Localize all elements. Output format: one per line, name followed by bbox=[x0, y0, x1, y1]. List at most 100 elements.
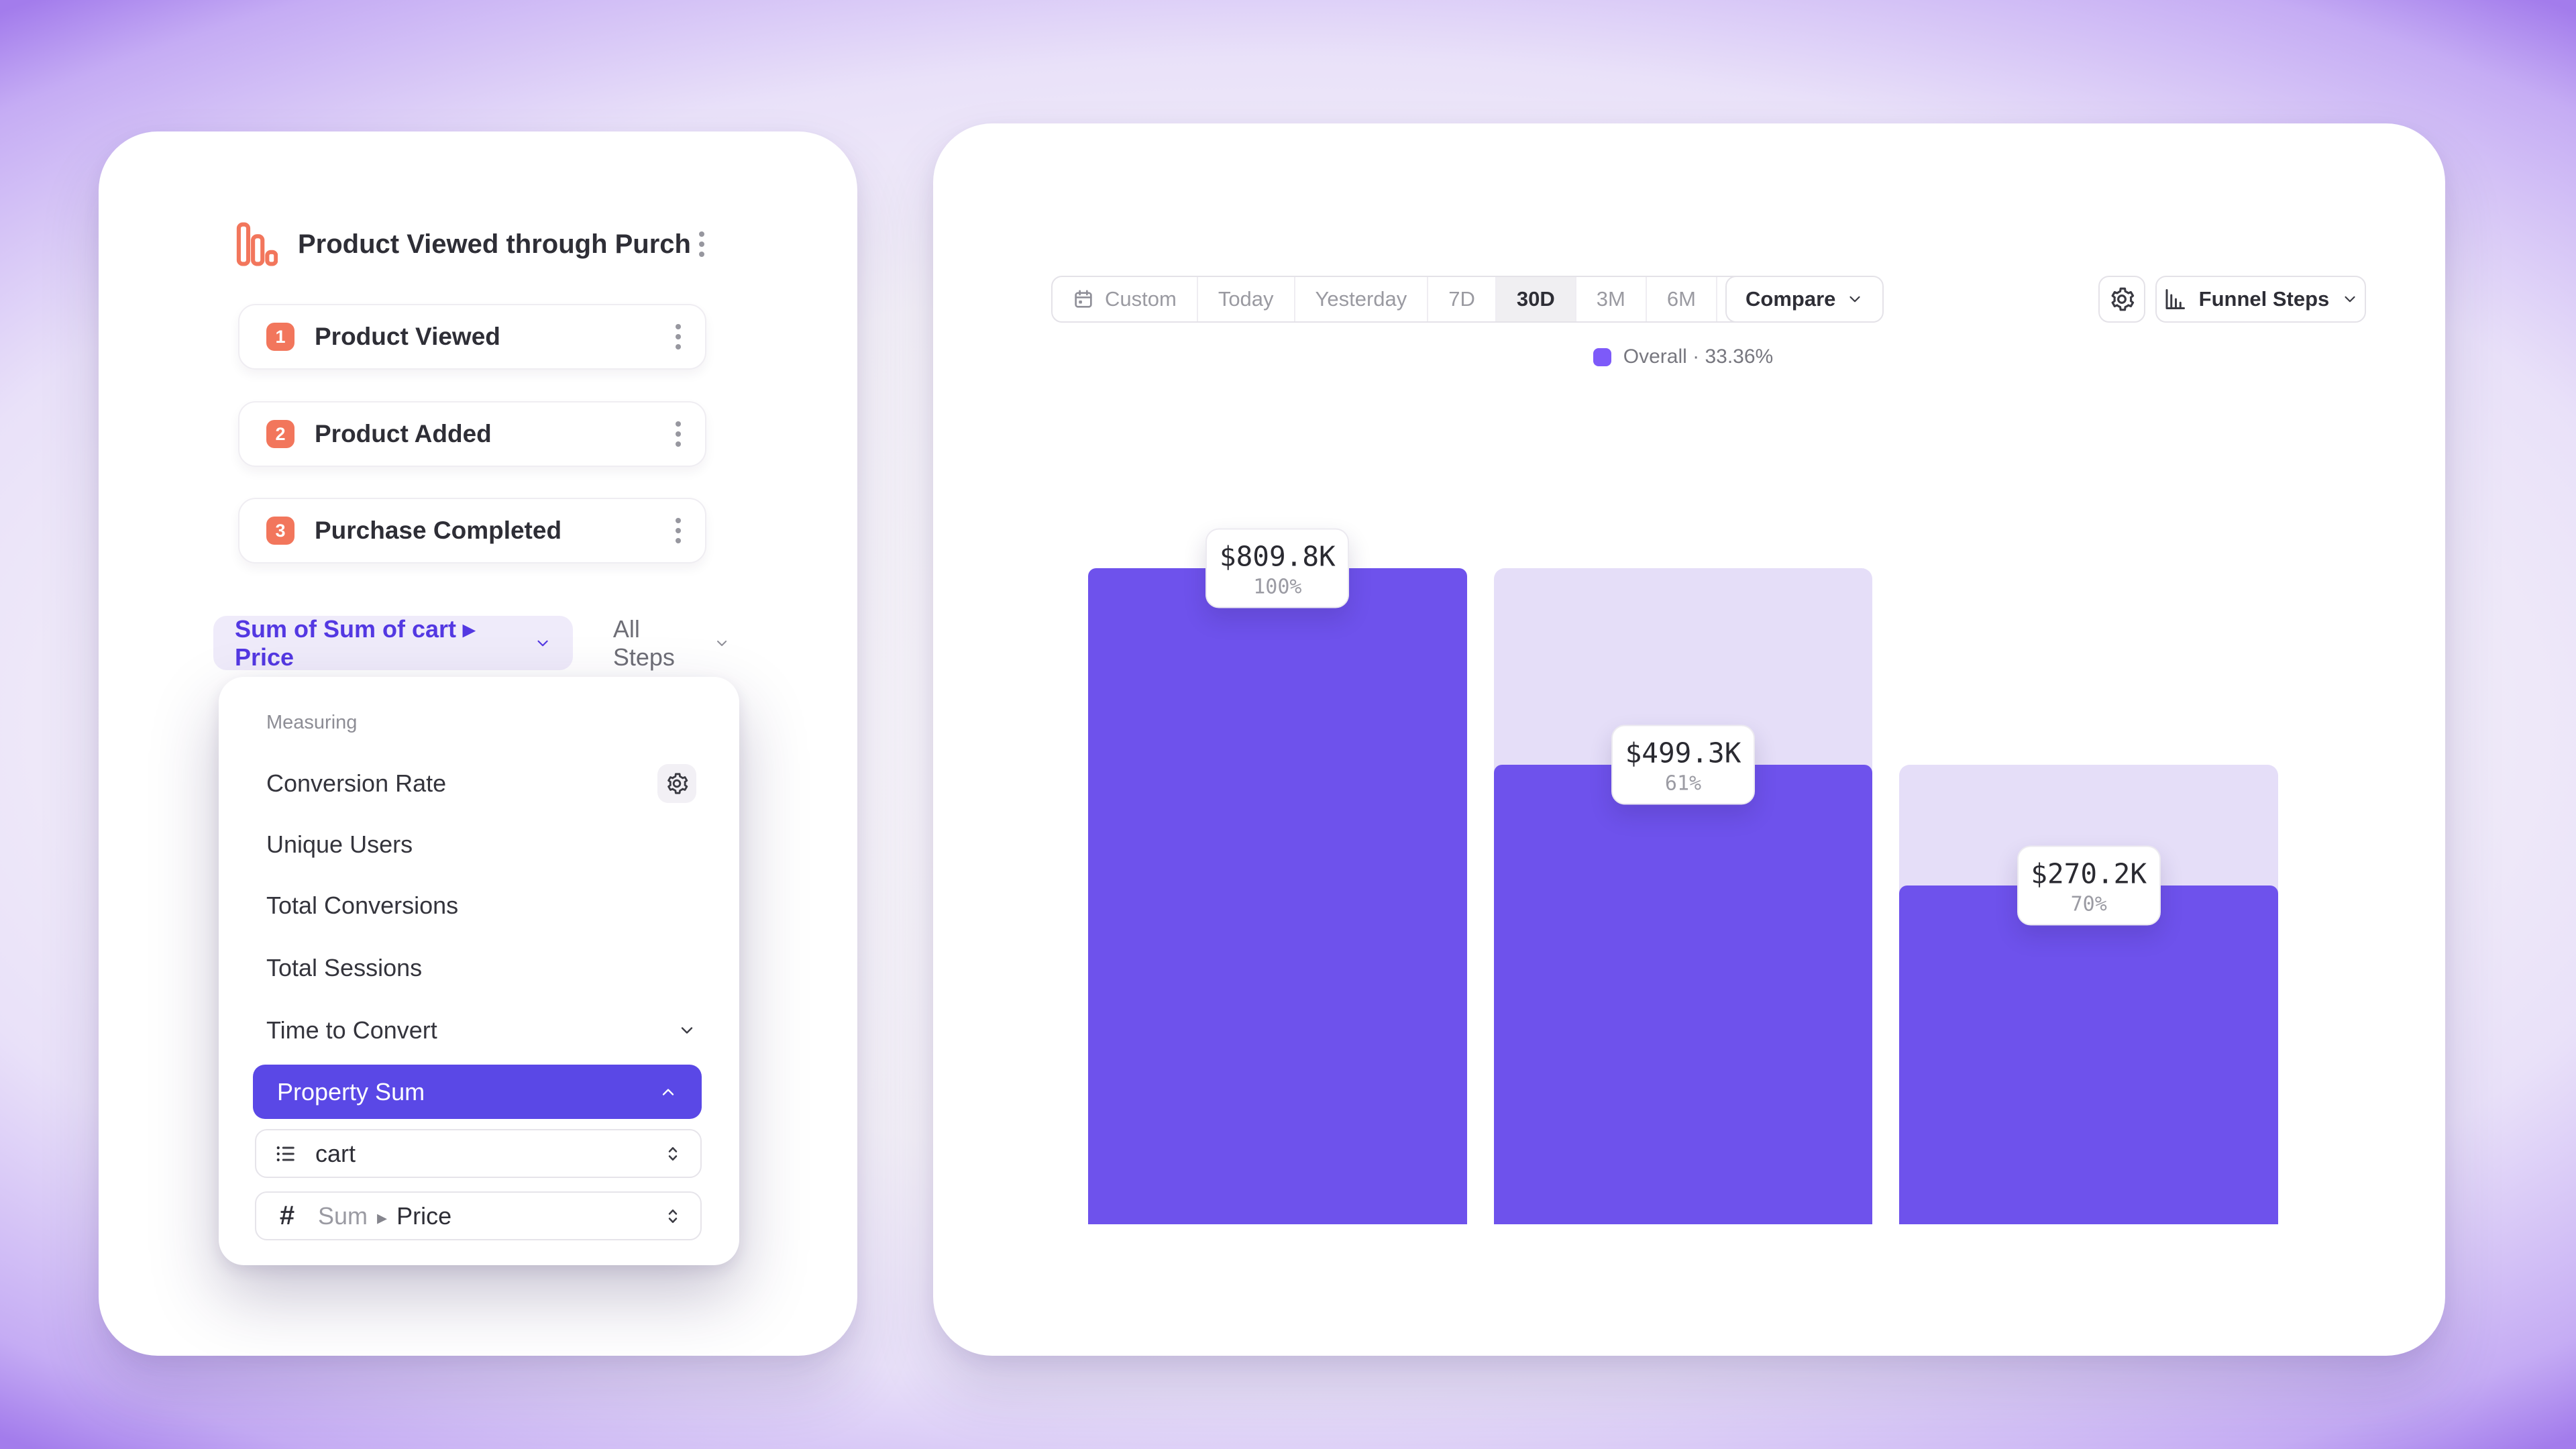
aggregation-separator-icon: ▸ bbox=[377, 1206, 388, 1229]
step-menu-button[interactable] bbox=[669, 317, 688, 356]
funnel-title-row: Product Viewed through Purch... bbox=[236, 215, 711, 274]
aggregation-select-value: Sum ▸ Price bbox=[318, 1202, 451, 1230]
chevron-up-icon bbox=[662, 1088, 674, 1095]
range-label: 3M bbox=[1596, 287, 1625, 311]
conversion-rate-settings-button[interactable] bbox=[657, 763, 696, 803]
range-label: Custom bbox=[1105, 287, 1177, 311]
range-label: 30D bbox=[1516, 287, 1555, 311]
property-select[interactable]: cart bbox=[255, 1129, 702, 1178]
calendar-icon bbox=[1075, 290, 1092, 308]
chart-type-label: Funnel Steps bbox=[2198, 287, 2330, 311]
menu-item-property-sum-selected[interactable]: Property Sum bbox=[253, 1065, 702, 1119]
range-label: 6M bbox=[1666, 287, 1696, 311]
aggregation-property: Price bbox=[396, 1201, 452, 1230]
menu-item-time-to-convert[interactable]: Time to Convert bbox=[219, 1000, 739, 1061]
funnel-bar-product-added[interactable]: $499.3K 61% bbox=[1493, 568, 1873, 1224]
measuring-popover: Measuring Conversion Rate Unique Users T… bbox=[219, 677, 739, 1265]
menu-item-label: Total Sessions bbox=[266, 953, 423, 981]
legend-swatch bbox=[1593, 347, 1611, 366]
range-yesterday-button[interactable]: Yesterday bbox=[1295, 277, 1429, 321]
chart-type-dropdown[interactable]: Funnel Steps bbox=[2155, 276, 2366, 323]
step-number-badge: 3 bbox=[266, 517, 294, 545]
compare-dropdown[interactable]: Compare bbox=[1725, 276, 1884, 323]
bar-value-tooltip: $809.8K 100% bbox=[1205, 528, 1350, 608]
step-label: Product Added bbox=[315, 420, 492, 447]
range-today-button[interactable]: Today bbox=[1198, 277, 1295, 321]
bar-value-tooltip: $499.3K 61% bbox=[1611, 724, 1755, 805]
funnel-title: Product Viewed through Purch... bbox=[298, 229, 692, 259]
step-number-badge: 2 bbox=[266, 420, 294, 448]
chart-card: Custom Today Yesterday 7D 30D 3M 6M 12M … bbox=[933, 123, 2445, 1356]
step-number-badge: 1 bbox=[266, 323, 294, 351]
range-label: Yesterday bbox=[1315, 287, 1407, 311]
range-label: 7D bbox=[1448, 287, 1475, 311]
number-property-icon: # bbox=[279, 1201, 295, 1230]
funnel-steps-chart-icon bbox=[2165, 289, 2185, 309]
step-menu-button[interactable] bbox=[669, 511, 688, 550]
chevron-down-icon bbox=[716, 640, 727, 646]
range-30d-button-selected[interactable]: 30D bbox=[1496, 277, 1576, 321]
chevron-down-icon bbox=[537, 640, 548, 646]
menu-item-conversion-rate[interactable]: Conversion Rate bbox=[219, 753, 739, 814]
range-7d-button[interactable]: 7D bbox=[1428, 277, 1497, 321]
funnel-step-row-3[interactable]: 3 Purchase Completed bbox=[238, 498, 706, 564]
legend-label: Overall · 33.36% bbox=[1623, 345, 1774, 368]
range-3m-button[interactable]: 3M bbox=[1576, 277, 1647, 321]
chevron-down-icon bbox=[2345, 296, 2355, 303]
measurement-row: Sum of Sum of cart ▸ Price All Steps bbox=[213, 614, 730, 672]
bar-value-tooltip: $270.2K 70% bbox=[2017, 845, 2161, 926]
property-select-value: cart bbox=[315, 1139, 356, 1167]
bar-percent: 100% bbox=[1253, 575, 1302, 599]
menu-item-total-sessions[interactable]: Total Sessions bbox=[219, 937, 739, 998]
select-updown-icon bbox=[668, 1146, 678, 1161]
gear-icon bbox=[2111, 287, 2135, 311]
menu-item-label: Property Sum bbox=[277, 1077, 425, 1106]
funnel-step-row-2[interactable]: 2 Product Added bbox=[238, 401, 706, 467]
steps-scope-label: All Steps bbox=[612, 614, 675, 671]
chart-legend: Overall · 33.36% bbox=[1088, 345, 2278, 368]
select-updown-icon bbox=[668, 1209, 678, 1223]
funnel-step-row-1[interactable]: 1 Product Viewed bbox=[238, 304, 706, 370]
menu-item-total-conversions[interactable]: Total Conversions bbox=[219, 875, 739, 936]
funnel-bar-product-viewed[interactable]: $809.8K 100% bbox=[1088, 528, 1467, 1224]
range-custom-button[interactable]: Custom bbox=[1053, 277, 1198, 321]
bar-value: $270.2K bbox=[2031, 857, 2147, 890]
list-icon bbox=[276, 1146, 294, 1161]
menu-item-unique-users[interactable]: Unique Users bbox=[219, 814, 739, 875]
menu-item-label: Unique Users bbox=[266, 830, 413, 858]
compare-label: Compare bbox=[1746, 287, 1836, 311]
bar-percent: 70% bbox=[2070, 892, 2107, 916]
steps-scope-dropdown[interactable]: All Steps bbox=[613, 615, 730, 672]
bar-fill bbox=[1493, 765, 1873, 1224]
range-label: Today bbox=[1218, 287, 1274, 311]
bar-percent: 61% bbox=[1664, 771, 1702, 796]
bar-fill bbox=[1899, 885, 2279, 1224]
date-range-control: Custom Today Yesterday 7D 30D 3M 6M 12M bbox=[1051, 276, 1800, 323]
funnel-bar-purchase-completed[interactable]: $270.2K 70% bbox=[1899, 568, 2279, 1224]
gear-icon bbox=[667, 772, 688, 794]
chart-settings-button[interactable] bbox=[2098, 276, 2145, 323]
measurement-dropdown[interactable]: Sum of Sum of cart ▸ Price bbox=[213, 614, 573, 671]
funnel-bars: $809.8K 100% $499.3K 61% $270.2K 70% bbox=[1088, 528, 2279, 1224]
aggregation-prefix: Sum bbox=[318, 1201, 368, 1230]
bar-fill bbox=[1088, 568, 1467, 1224]
menu-item-label: Time to Convert bbox=[266, 1016, 437, 1044]
step-label: Purchase Completed bbox=[315, 517, 562, 544]
step-menu-button[interactable] bbox=[669, 415, 688, 453]
funnel-report-icon bbox=[236, 222, 278, 266]
bar-value: $499.3K bbox=[1625, 737, 1741, 769]
menu-item-label: Total Conversions bbox=[266, 891, 459, 919]
funnel-title-menu-button[interactable] bbox=[692, 225, 711, 264]
step-label: Product Viewed bbox=[315, 323, 500, 350]
aggregation-select[interactable]: # Sum ▸ Price bbox=[255, 1191, 702, 1240]
chevron-down-icon bbox=[1849, 296, 1860, 303]
measurement-dropdown-label: Sum of Sum of cart ▸ Price bbox=[235, 614, 476, 671]
bar-value: $809.8K bbox=[1219, 540, 1336, 573]
funnel-builder-card: Product Viewed through Purch... 1 Produc… bbox=[99, 131, 857, 1356]
menu-item-label: Conversion Rate bbox=[266, 769, 447, 797]
chart-toolbar: Custom Today Yesterday 7D 30D 3M 6M 12M … bbox=[933, 276, 2445, 323]
chevron-down-icon bbox=[681, 1026, 693, 1034]
measuring-section-label: Measuring bbox=[266, 712, 358, 733]
range-6m-button[interactable]: 6M bbox=[1647, 277, 1717, 321]
